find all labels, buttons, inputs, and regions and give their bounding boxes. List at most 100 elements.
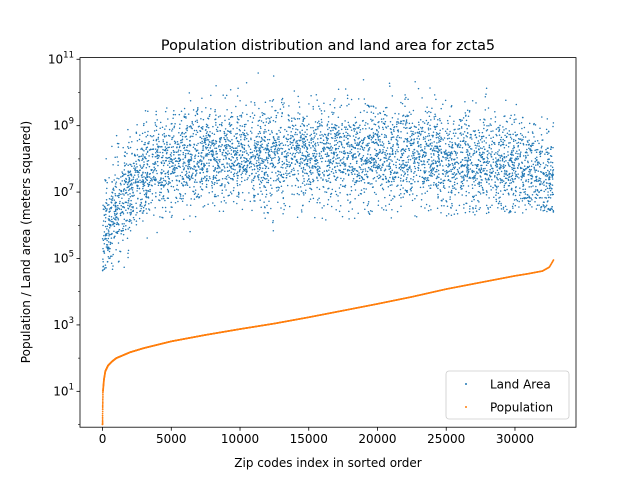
land-area-point <box>539 178 542 180</box>
land-area-point <box>478 201 480 203</box>
land-area-point <box>500 166 502 168</box>
land-area-point <box>334 140 336 142</box>
land-area-point <box>413 165 416 168</box>
land-area-point <box>417 140 419 143</box>
land-area-point <box>143 122 145 125</box>
land-area-point <box>269 154 271 156</box>
land-area-point <box>223 166 226 169</box>
land-area-point <box>331 188 334 191</box>
land-area-point <box>433 141 435 143</box>
land-area-point <box>271 131 273 134</box>
land-area-point <box>302 120 304 123</box>
land-area-point <box>167 197 170 199</box>
land-area-point <box>164 199 166 202</box>
land-area-point <box>215 150 218 152</box>
land-area-point <box>296 142 299 145</box>
land-area-point <box>253 165 256 167</box>
land-area-point <box>438 159 440 161</box>
land-area-point <box>303 180 305 182</box>
land-area-point <box>277 170 279 172</box>
land-area-point <box>325 155 328 158</box>
land-area-point <box>171 165 173 168</box>
land-area-point <box>304 158 307 161</box>
land-area-point <box>516 200 519 202</box>
land-area-point <box>396 185 398 188</box>
land-area-point <box>321 133 323 136</box>
land-area-point <box>150 184 153 186</box>
land-area-point <box>540 171 543 173</box>
land-area-point <box>263 148 265 151</box>
land-area-point <box>426 123 429 125</box>
land-area-point <box>103 234 105 237</box>
land-area-point <box>485 161 487 164</box>
land-area-point <box>140 207 142 210</box>
land-area-point <box>423 151 425 153</box>
land-area-point <box>509 153 512 156</box>
land-area-point <box>252 117 255 119</box>
land-area-point <box>480 153 483 156</box>
land-area-point <box>154 155 157 158</box>
land-area-point <box>223 155 225 157</box>
land-area-point <box>545 151 548 153</box>
land-area-point <box>270 195 272 197</box>
land-area-point <box>156 157 159 160</box>
land-area-point <box>449 152 452 154</box>
land-area-point <box>132 216 135 219</box>
land-area-point <box>519 138 521 140</box>
land-area-point <box>406 132 409 134</box>
land-area-point <box>302 119 305 121</box>
land-area-point <box>321 157 324 159</box>
land-area-point <box>487 206 489 209</box>
land-area-point <box>190 159 193 161</box>
land-area-point <box>114 183 117 185</box>
land-area-point <box>480 164 482 167</box>
land-area-point <box>182 144 184 147</box>
land-area-point <box>288 205 291 208</box>
land-area-point <box>131 206 133 208</box>
land-area-point <box>298 118 301 120</box>
land-area-point <box>436 175 439 178</box>
land-area-point <box>189 186 191 189</box>
land-area-point <box>185 153 187 155</box>
land-area-point <box>241 191 244 194</box>
land-area-point <box>299 149 301 152</box>
land-area-point <box>267 129 270 132</box>
land-area-point <box>356 173 359 176</box>
land-area-point <box>425 142 428 145</box>
land-area-point <box>260 181 263 184</box>
land-area-point <box>520 179 523 181</box>
land-area-point <box>428 184 430 187</box>
land-area-point <box>102 266 104 268</box>
land-area-point <box>282 190 284 192</box>
land-area-point <box>121 223 124 225</box>
land-area-point <box>155 110 157 113</box>
land-area-point <box>106 246 109 248</box>
land-area-point <box>395 164 397 167</box>
land-area-point <box>148 181 151 184</box>
land-area-point <box>280 101 283 104</box>
land-area-point <box>394 112 396 115</box>
land-area-point <box>223 200 226 202</box>
land-area-point <box>312 108 315 110</box>
land-area-point <box>302 140 304 143</box>
land-area-point <box>123 194 125 196</box>
land-area-point <box>177 189 179 191</box>
land-area-point <box>253 102 256 104</box>
land-area-point <box>378 174 380 176</box>
land-area-point <box>490 185 492 187</box>
land-area-point <box>319 141 322 144</box>
land-area-point <box>279 171 282 173</box>
land-area-point <box>349 150 351 153</box>
land-area-point <box>406 189 408 192</box>
land-area-point <box>117 217 119 220</box>
land-area-point <box>260 206 262 209</box>
land-area-point <box>388 163 390 166</box>
land-area-point <box>437 195 439 198</box>
land-area-point <box>241 146 244 149</box>
land-area-point <box>542 172 544 175</box>
land-area-point <box>485 193 488 196</box>
land-area-point <box>438 160 441 163</box>
land-area-point <box>235 105 237 108</box>
land-area-point <box>430 163 433 166</box>
land-area-point <box>226 170 229 172</box>
